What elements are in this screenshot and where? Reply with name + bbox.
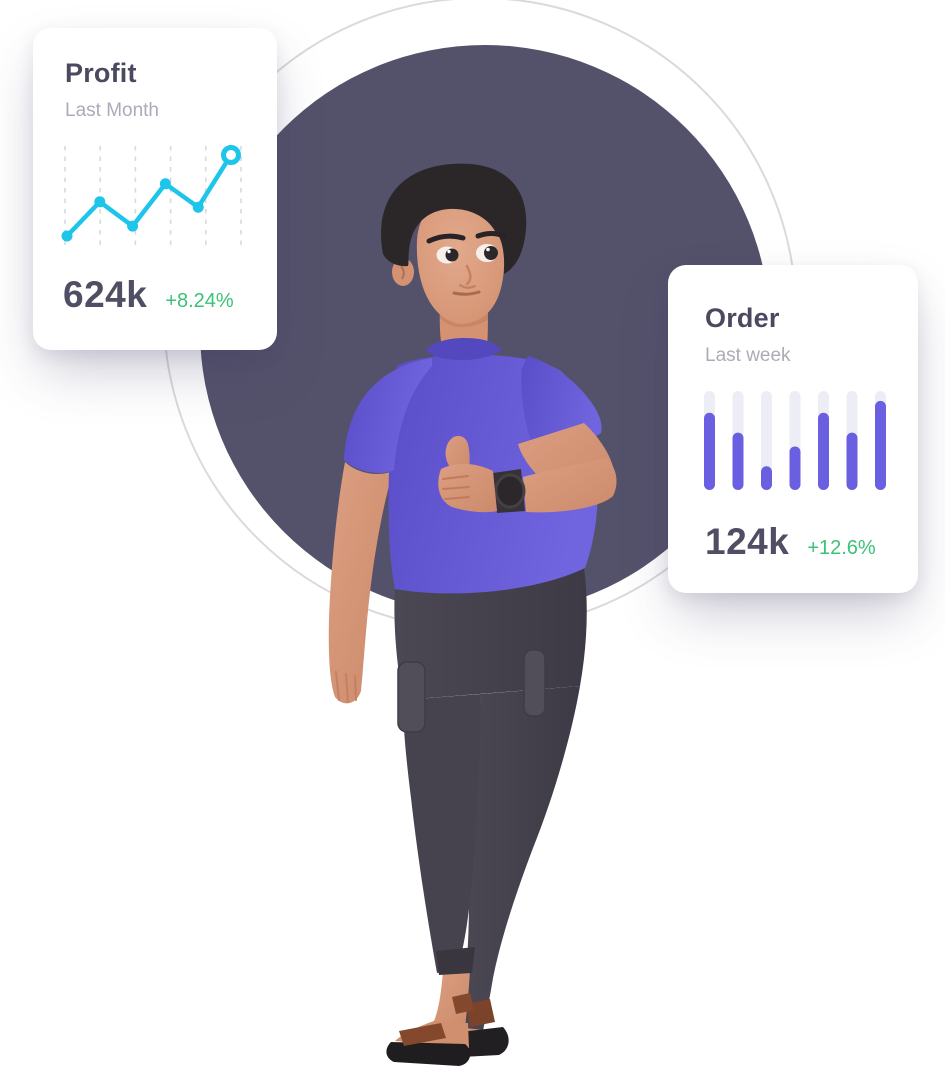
hair <box>381 163 527 274</box>
order-value: 124k <box>705 521 790 562</box>
order-card-subtitle: Last week <box>705 345 791 366</box>
order-card-title: Order <box>705 303 780 333</box>
order-change-badge: +12.6% <box>807 537 876 559</box>
face <box>416 198 505 324</box>
profit-card-subtitle: Last Month <box>65 100 159 121</box>
left-arm <box>328 462 393 704</box>
profit-stat-card: Profit Last Month 624k +8.24% <box>33 28 277 350</box>
order-bar-chart <box>704 391 886 490</box>
eyebrows <box>426 231 507 244</box>
profit-change-badge: +8.24% <box>165 290 234 312</box>
nose <box>465 264 472 286</box>
thumb-up <box>445 435 470 471</box>
profit-line-chart <box>61 145 242 248</box>
head <box>381 163 527 324</box>
legs-and-sandals <box>386 567 587 1066</box>
order-stat-card: Order Last week 124k +12.6% <box>668 265 918 593</box>
mouth <box>452 290 481 296</box>
watch-face <box>494 473 526 509</box>
profit-card-title: Profit <box>65 58 137 88</box>
profit-value: 624k <box>63 274 148 315</box>
thumbs-up-arm <box>438 423 617 513</box>
